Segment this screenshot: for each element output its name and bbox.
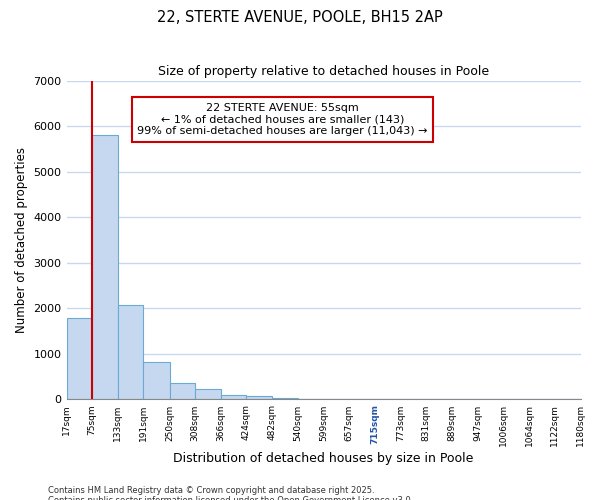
Bar <box>247 396 272 400</box>
Bar <box>67 318 92 400</box>
X-axis label: Distribution of detached houses by size in Poole: Distribution of detached houses by size … <box>173 452 474 465</box>
Text: Contains public sector information licensed under the Open Government Licence v3: Contains public sector information licen… <box>48 496 413 500</box>
Text: 22, STERTE AVENUE, POOLE, BH15 2AP: 22, STERTE AVENUE, POOLE, BH15 2AP <box>157 10 443 25</box>
Bar <box>118 304 143 400</box>
Bar <box>170 383 195 400</box>
Text: 22 STERTE AVENUE: 55sqm
← 1% of detached houses are smaller (143)
99% of semi-de: 22 STERTE AVENUE: 55sqm ← 1% of detached… <box>137 103 428 136</box>
Bar <box>221 395 247 400</box>
Bar <box>272 398 298 400</box>
Bar <box>195 389 221 400</box>
Bar <box>298 399 324 400</box>
Text: Contains HM Land Registry data © Crown copyright and database right 2025.: Contains HM Land Registry data © Crown c… <box>48 486 374 495</box>
Bar <box>143 362 170 400</box>
Y-axis label: Number of detached properties: Number of detached properties <box>15 147 28 333</box>
Bar <box>92 135 118 400</box>
Title: Size of property relative to detached houses in Poole: Size of property relative to detached ho… <box>158 65 489 78</box>
